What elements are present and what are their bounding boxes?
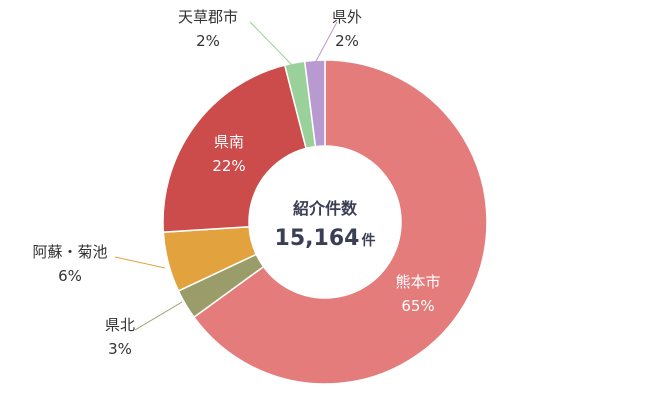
center-unit: 件	[361, 232, 375, 249]
leader-lines	[114, 21, 338, 331]
slice-3	[162, 64, 308, 233]
slice-name-label-3: 県南	[214, 133, 244, 151]
slice-0	[192, 59, 488, 385]
center-total: 15,164 件	[275, 226, 376, 251]
donut-slices	[162, 59, 488, 385]
slice-name-label-5: 県外	[332, 8, 362, 26]
leader-line-1	[134, 301, 183, 331]
slice-labels: 熊本市 65% 県北 3% 阿蘇・菊池 6% 県南 22% 天草郡市 2% 県外 2%	[32, 8, 440, 358]
slice-value-label-2: 6%	[58, 267, 82, 285]
slice-value-label-5: 2%	[335, 32, 359, 50]
slice-5	[303, 59, 326, 148]
slice-value-label-4: 2%	[196, 32, 220, 50]
center-label: 紹介件数 15,164 件	[275, 199, 376, 251]
slice-name-label-0: 熊本市	[395, 273, 440, 291]
leader-line-4	[249, 21, 293, 66]
slice-name-label-4: 天草郡市	[178, 8, 238, 26]
center-title: 紹介件数	[293, 199, 358, 218]
leader-line-5	[314, 21, 338, 64]
center-value: 15,164	[275, 226, 360, 251]
leader-line-2	[114, 256, 166, 269]
slice-value-label-0: 65%	[401, 297, 434, 315]
slice-name-label-1: 県北	[105, 316, 135, 334]
slice-value-label-3: 22%	[212, 157, 245, 175]
slice-name-label-2: 阿蘇・菊池	[32, 243, 107, 261]
slice-value-label-1: 3%	[108, 340, 132, 358]
